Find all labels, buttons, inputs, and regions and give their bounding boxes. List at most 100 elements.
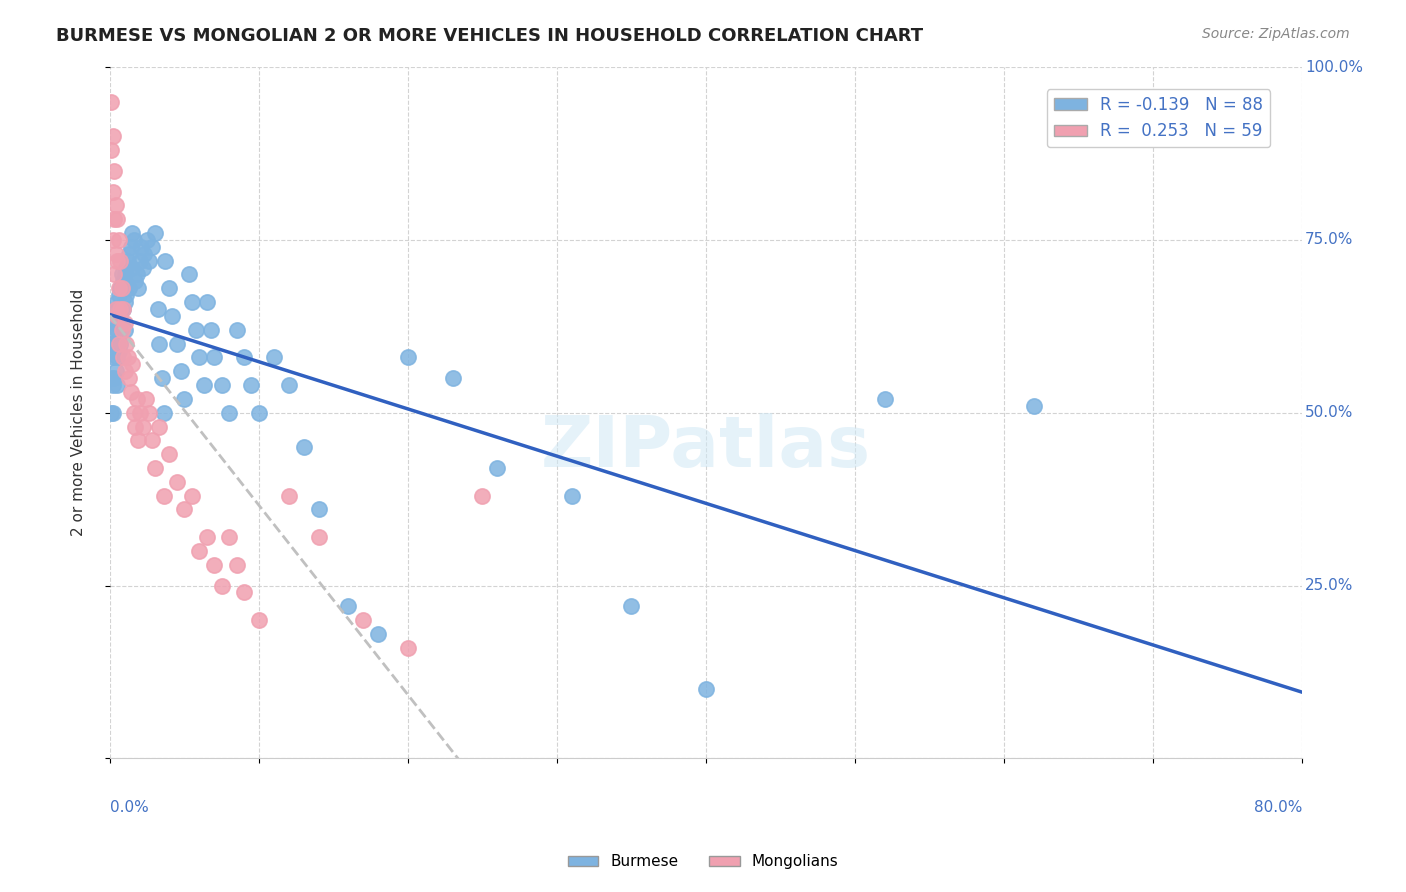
Point <box>112 301 135 316</box>
Point <box>127 434 149 448</box>
Point <box>396 351 419 365</box>
Point <box>105 212 128 227</box>
Point <box>218 530 240 544</box>
Point <box>128 253 150 268</box>
Point <box>143 461 166 475</box>
Point <box>103 268 125 282</box>
Point <box>188 544 211 558</box>
Point <box>101 185 124 199</box>
Point <box>115 336 138 351</box>
Text: 50.0%: 50.0% <box>1305 405 1354 420</box>
Point <box>148 336 170 351</box>
Text: 75.0%: 75.0% <box>1305 233 1354 247</box>
Point <box>124 274 146 288</box>
Point <box>136 233 159 247</box>
Point <box>128 406 150 420</box>
Point <box>121 226 143 240</box>
Point <box>166 336 188 351</box>
Point <box>146 301 169 316</box>
Point <box>118 281 141 295</box>
Point <box>337 599 360 614</box>
Point <box>103 212 125 227</box>
Point <box>115 288 138 302</box>
Point <box>225 323 247 337</box>
Point <box>193 378 215 392</box>
Point <box>152 489 174 503</box>
Point <box>873 392 896 406</box>
Point <box>110 281 132 295</box>
Point <box>112 274 135 288</box>
Text: 25.0%: 25.0% <box>1305 578 1354 593</box>
Point <box>177 268 200 282</box>
Point <box>104 198 127 212</box>
Point <box>695 682 717 697</box>
Point <box>138 406 160 420</box>
Point <box>105 351 128 365</box>
Point <box>107 233 129 247</box>
Point <box>101 233 124 247</box>
Point <box>121 260 143 275</box>
Point <box>125 268 148 282</box>
Point <box>180 489 202 503</box>
Point <box>166 475 188 489</box>
Point <box>107 316 129 330</box>
Point <box>124 419 146 434</box>
Point <box>100 336 122 351</box>
Point <box>153 253 176 268</box>
Point <box>112 301 135 316</box>
Point <box>111 323 134 337</box>
Point <box>105 378 128 392</box>
Point <box>104 301 127 316</box>
Point <box>173 502 195 516</box>
Point <box>125 392 148 406</box>
Point <box>131 260 153 275</box>
Point <box>170 364 193 378</box>
Point <box>143 226 166 240</box>
Point <box>118 371 141 385</box>
Point <box>111 301 134 316</box>
Point <box>141 434 163 448</box>
Point <box>218 406 240 420</box>
Point <box>114 295 136 310</box>
Point <box>111 268 134 282</box>
Point <box>101 406 124 420</box>
Point <box>247 613 270 627</box>
Point <box>352 613 374 627</box>
Point <box>202 351 225 365</box>
Point <box>117 253 139 268</box>
Point <box>114 323 136 337</box>
Point <box>308 502 330 516</box>
Point <box>620 599 643 614</box>
Point <box>122 406 145 420</box>
Point <box>110 336 132 351</box>
Point <box>103 163 125 178</box>
Point <box>117 351 139 365</box>
Point <box>101 323 124 337</box>
Point <box>111 281 134 295</box>
Point <box>162 309 184 323</box>
Point <box>101 378 124 392</box>
Point <box>195 295 218 310</box>
Point <box>110 253 132 268</box>
Point <box>103 316 125 330</box>
Point <box>121 357 143 371</box>
Point <box>396 640 419 655</box>
Point <box>211 578 233 592</box>
Point <box>100 371 122 385</box>
Point <box>104 301 127 316</box>
Legend: Burmese, Mongolians: Burmese, Mongolians <box>561 848 845 875</box>
Point <box>233 351 256 365</box>
Point <box>115 260 138 275</box>
Point <box>233 585 256 599</box>
Text: 0.0%: 0.0% <box>110 800 149 814</box>
Point <box>148 419 170 434</box>
Point <box>104 336 127 351</box>
Point <box>120 240 142 254</box>
Point <box>561 489 583 503</box>
Point <box>101 351 124 365</box>
Point <box>180 295 202 310</box>
Point <box>225 558 247 572</box>
Point <box>120 384 142 399</box>
Text: 80.0%: 80.0% <box>1254 800 1302 814</box>
Point <box>277 489 299 503</box>
